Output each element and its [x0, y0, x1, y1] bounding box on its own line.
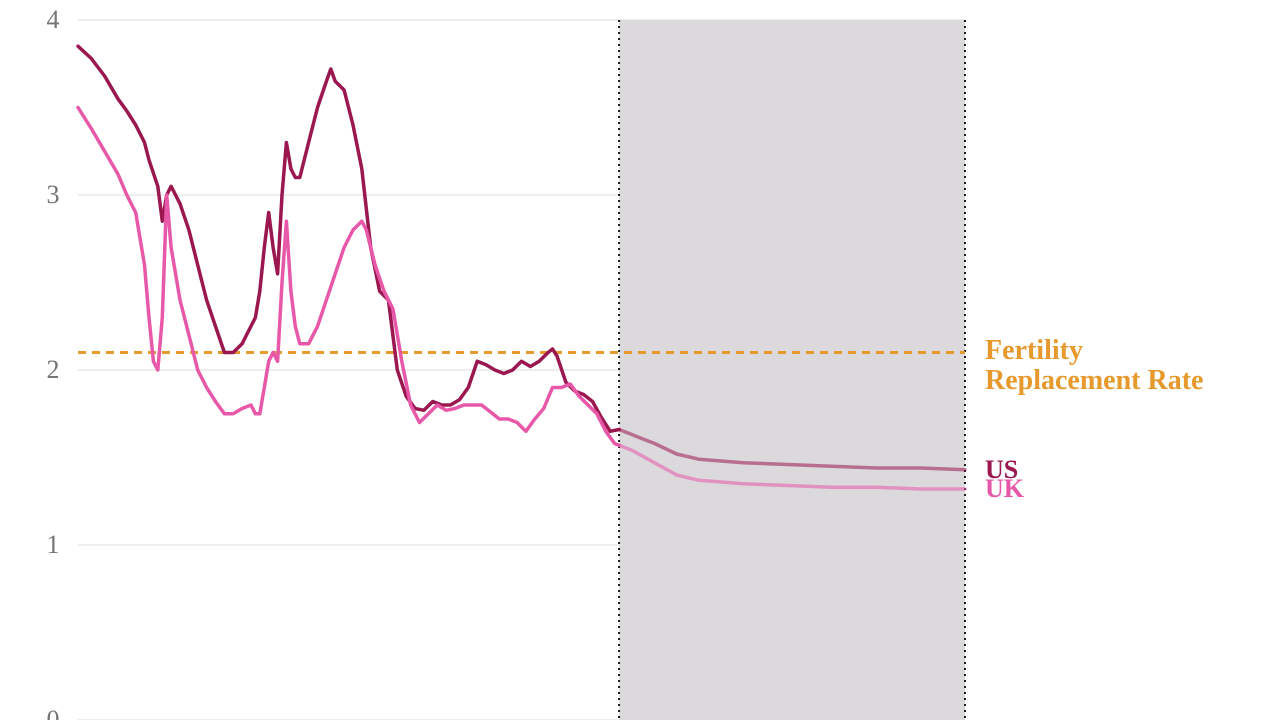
replacement-rate-label-line: Replacement Rate — [985, 366, 1203, 397]
replacement-rate-label-line: Fertility — [985, 336, 1203, 367]
y-tick-label: 4 — [47, 5, 61, 35]
y-tick-label: 1 — [47, 530, 61, 560]
y-tick-label: 3 — [47, 180, 61, 210]
series-label-uk: UK — [985, 475, 1024, 504]
replacement-rate-label: FertilityReplacement Rate — [985, 336, 1203, 398]
y-tick-label: 0 — [47, 705, 61, 720]
fertility-rate-chart: 01234FertilityReplacement RateUSUK — [0, 0, 1280, 720]
y-tick-label: 2 — [47, 355, 61, 385]
